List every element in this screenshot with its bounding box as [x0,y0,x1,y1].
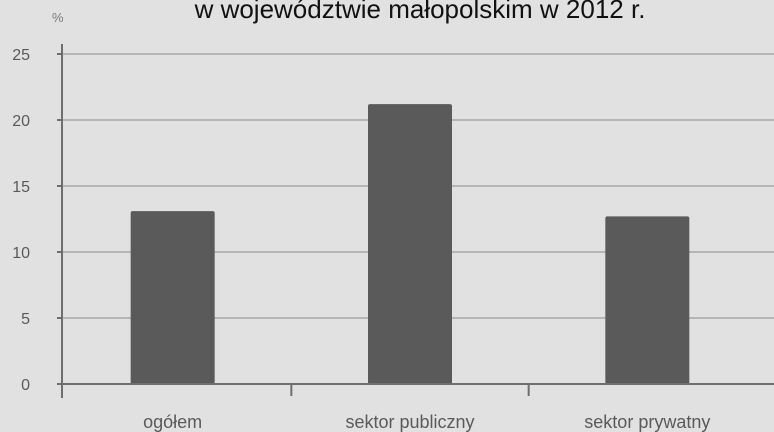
axes [61,44,774,398]
x-category-label-0: ogółem [143,412,202,432]
y-tick-label-3: 15 [12,179,30,196]
y-tick-label-2: 10 [12,245,30,262]
bar-0 [130,211,215,384]
y-tick-label-0: 0 [21,377,30,394]
x-axis-labels: ogółem sektor publiczny sektor prywatny [143,412,710,432]
y-tick-label-5: 25 [12,47,30,64]
y-axis-ticks: 0 5 10 15 20 25 [12,47,62,394]
bar-1 [368,104,452,384]
chart-title: w województwie małopolskim w 2012 r. [194,0,646,24]
bar-2 [605,216,690,384]
y-tick-label-4: 20 [12,113,30,130]
x-category-label-1: sektor publiczny [345,412,474,432]
y-axis-unit: % [52,10,64,25]
bars [130,104,690,384]
y-tick-label-1: 5 [21,311,30,328]
x-category-label-2: sektor prywatny [584,412,710,432]
